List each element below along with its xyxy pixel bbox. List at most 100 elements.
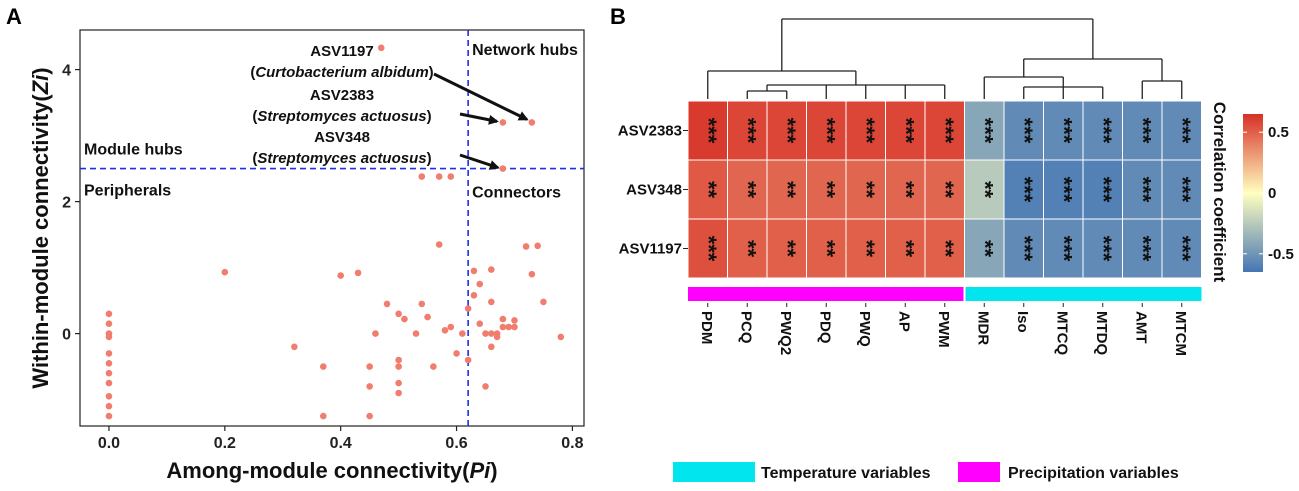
significance-star: ** (893, 240, 918, 258)
heatmap-column-label: PWQ (856, 311, 873, 347)
legend-swatch (673, 462, 755, 482)
heatmap-cells (687, 100, 1202, 279)
significance-star: *** (1012, 118, 1037, 144)
scatter-point (499, 323, 507, 331)
scatter-point (418, 173, 426, 180)
significance-star: ** (735, 240, 760, 258)
scatter-point (557, 333, 565, 341)
significance-star: *** (1170, 118, 1195, 144)
annotation-arrow (459, 112, 499, 125)
significance-star: *** (893, 118, 918, 144)
heatmap-cell (1082, 218, 1123, 279)
heatmap-row-label: ASV1197 (619, 241, 682, 258)
scatter-point (464, 305, 472, 312)
scatter-point (488, 266, 495, 273)
heatmap-column-label: AMT (1132, 311, 1149, 344)
scatter-annotations: ASV1197 (Curtobacterium albidum) ASV2383 (S… (250, 43, 529, 170)
scatter-point (511, 317, 518, 324)
heatmap-cell (727, 100, 768, 161)
scatter-x-axis-title: Among-module connectivity(Pi) (166, 458, 497, 483)
panel-b-heatmap: B *** *** *** *** *** *** *** *** *** *** *** *** **… (610, 4, 1294, 482)
scatter-point (337, 272, 344, 279)
scatter-point (459, 330, 466, 337)
panel-a-scatter: A 0.0 0.2 0.4 0.6 0.8 0 2 4 Module hubs Network… (6, 4, 585, 483)
significance-star: *** (775, 118, 800, 144)
x-tick-label: 0.6 (445, 435, 467, 452)
scatter-region-labels: Module hubs Network hubs Peripherals Con… (84, 42, 578, 202)
scatter-point (401, 315, 408, 323)
scatter-point (105, 310, 113, 318)
heatmap-cell (924, 159, 965, 220)
heatmap-cell (1161, 218, 1202, 279)
scatter-point (105, 412, 113, 420)
scatter-point (424, 313, 431, 321)
heatmap-cell (964, 100, 1005, 161)
heatmap-significance-stars: *** *** *** *** *** *** *** *** *** *** *** *** ****… (696, 118, 1195, 262)
significance-star: *** (1130, 236, 1155, 262)
scatter-plot-frame (79, 29, 585, 427)
scatter-point (366, 363, 373, 370)
region-label-network-hubs: Network hubs (472, 42, 578, 59)
significance-star: ** (696, 181, 721, 199)
annotation-species: (Streptomyces actuosus) (252, 108, 431, 125)
significance-star: *** (1012, 177, 1037, 203)
heatmap-column-label: PCQ (737, 311, 754, 344)
scatter-point (105, 379, 113, 387)
scatter-point (395, 356, 402, 364)
scatter-point (476, 280, 484, 288)
significance-star: ** (854, 240, 879, 258)
scatter-point (430, 363, 437, 370)
colorbar-tick-label: 0 (1268, 185, 1276, 202)
scatter-point (105, 360, 113, 367)
significance-star: ** (775, 181, 800, 199)
heatmap-cell (1043, 218, 1084, 279)
heatmap-cell (687, 100, 728, 161)
panel-letter-a: A (6, 4, 22, 29)
colorbar-tick-label: -0.5 (1268, 246, 1294, 263)
significance-star: ** (814, 240, 839, 258)
heatmap-column-label: MTDQ (1093, 311, 1110, 355)
significance-star: *** (696, 118, 721, 144)
scatter-point (366, 412, 373, 420)
scatter-ticks: 0.0 0.2 0.4 0.6 0.8 0 2 4 (62, 63, 584, 452)
scatter-point (522, 243, 530, 250)
colorbar-tick-label: 0.5 (1268, 124, 1289, 141)
significance-star: *** (933, 118, 958, 144)
scatter-point (105, 402, 113, 410)
heatmap-column-label: PWQ2 (777, 311, 794, 355)
heatmap-cell (766, 159, 807, 220)
significance-star: *** (1051, 236, 1076, 262)
x-tick-label: 0.2 (214, 435, 236, 452)
significance-star: *** (1051, 118, 1076, 144)
scatter-point (482, 330, 489, 337)
scatter-point (441, 327, 449, 334)
x-tick-label: 0.8 (561, 435, 583, 452)
scatter-point (221, 268, 229, 276)
heatmap-cell (964, 218, 1005, 279)
significance-star: *** (1130, 118, 1155, 144)
heatmap-cell (885, 218, 926, 279)
scatter-point (534, 242, 541, 250)
significance-star: *** (814, 118, 839, 144)
heatmap-cell (1122, 159, 1163, 220)
scatter-point (105, 369, 113, 377)
significance-star: ** (933, 181, 958, 199)
scatter-point (447, 173, 455, 180)
significance-star: *** (1012, 236, 1037, 262)
scatter-point (493, 330, 501, 337)
annotation-species: (Curtobacterium albidum) (250, 64, 433, 81)
scatter-point (435, 241, 443, 248)
scatter-point (447, 323, 455, 331)
heatmap-column-label: Iso (1014, 311, 1031, 333)
scatter-point (528, 119, 536, 126)
significance-star: *** (1051, 177, 1076, 203)
legend-swatch (958, 462, 1000, 482)
significance-star: *** (1170, 236, 1195, 262)
scatter-point (354, 269, 362, 277)
significance-star: *** (854, 118, 879, 144)
annotation-species: (Streptomyces actuosus) (252, 150, 431, 167)
scatter-point (395, 310, 402, 318)
heatmap-cell (1003, 100, 1044, 161)
heatmap-group-bar (688, 287, 1202, 301)
